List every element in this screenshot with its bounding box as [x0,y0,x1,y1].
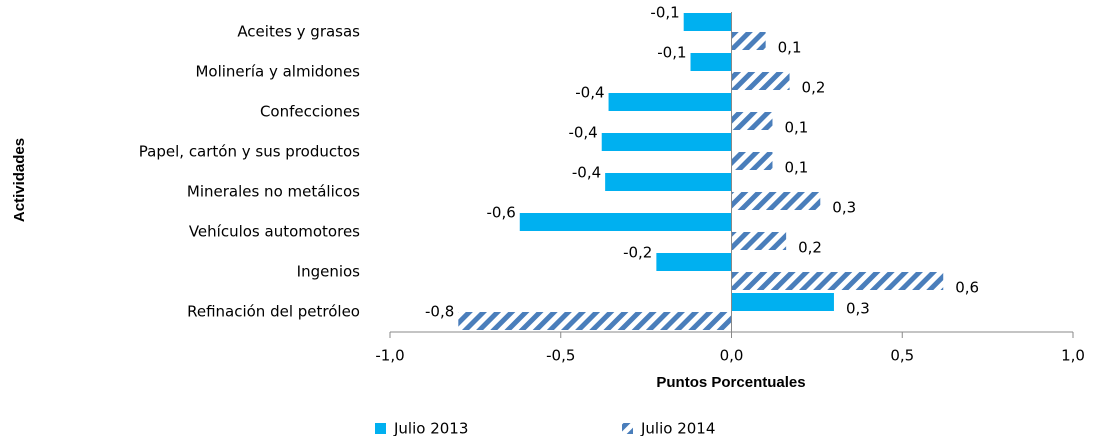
y-tick-label: Molinería y almidones [195,63,360,81]
y-tick-label: Refinación del petróleo [187,303,360,321]
value-label: -0,8 [425,303,454,321]
bar [731,192,821,210]
y-tick-label: Vehículos automotores [189,223,360,241]
bar [601,133,732,151]
value-label: 0,1 [784,119,808,137]
legend-swatch [622,423,633,434]
y-axis-title: Actividades [11,138,28,222]
bar [608,93,732,111]
y-tick-label: Papel, cartón y sus productos [139,143,360,161]
y-tick-label: Aceites y grasas [237,23,360,41]
bar [731,232,787,250]
value-label: -0,4 [575,84,604,102]
bar [731,112,773,130]
bar [731,72,790,90]
x-tick-label: 0,5 [890,347,914,365]
bar [731,293,834,311]
value-label: 0,1 [778,39,802,57]
value-label: -0,4 [572,164,601,182]
bar [690,53,732,71]
y-tick-label: Confecciones [260,103,360,121]
value-label: 0,2 [802,79,826,97]
value-label: -0,4 [568,124,597,142]
value-label: -0,1 [650,4,679,22]
bar [458,312,732,330]
bar [683,13,732,31]
value-label: 0,3 [846,300,870,318]
x-axis-title: Puntos Porcentuales [656,374,805,391]
y-tick-label: Minerales no metálicos [187,183,360,201]
value-label: 0,3 [832,199,856,217]
value-label: -0,6 [486,204,515,222]
legend-label: Julio 2014 [640,420,715,436]
bar [656,253,732,271]
bar [731,272,944,290]
y-tick-label: Ingenios [297,263,361,281]
legend-swatch [375,423,386,434]
value-label: 0,1 [784,159,808,177]
x-tick-label: 1,0 [1061,347,1085,365]
value-label: 0,6 [955,279,979,297]
x-tick-label: -1,0 [375,347,404,365]
value-label: 0,2 [798,239,822,257]
bar [519,213,732,231]
legend-label: Julio 2013 [393,420,468,436]
bar [605,173,732,191]
value-label: -0,1 [657,44,686,62]
bar [731,32,766,50]
x-tick-label: -0,5 [546,347,575,365]
value-label: -0,2 [623,244,652,262]
x-tick-label: 0,0 [720,347,744,365]
bar [731,152,773,170]
